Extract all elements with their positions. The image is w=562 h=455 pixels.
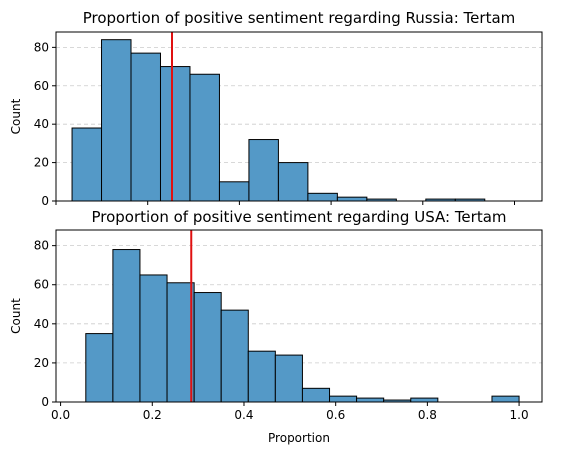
histogram-bar <box>301 387 331 403</box>
x-axis-label: Proportion <box>268 431 330 445</box>
histogram-bar <box>101 39 132 202</box>
x-tick-label: 0.6 <box>326 408 345 422</box>
histogram-bar <box>274 354 303 403</box>
x-tick-label: 0.4 <box>234 408 253 422</box>
chart-title: Proportion of positive sentiment regardi… <box>91 208 506 226</box>
x-tick-label: 0.8 <box>418 408 437 422</box>
histogram-bar <box>71 127 103 202</box>
histogram-bar <box>356 397 385 403</box>
y-tick-label: 40 <box>34 117 49 131</box>
histogram-bar <box>491 395 520 403</box>
y-tick-label: 20 <box>34 156 49 170</box>
y-tick-label: 0 <box>41 395 49 409</box>
histogram-bar <box>277 162 309 202</box>
histogram-bar <box>336 196 368 202</box>
axes-frame <box>55 229 543 403</box>
y-tick-label: 40 <box>34 317 49 331</box>
histogram-bar <box>112 249 141 403</box>
histogram-bar <box>329 395 358 403</box>
histogram-bar <box>307 192 338 202</box>
y-tick-label: 80 <box>34 239 49 253</box>
histogram-bar <box>193 292 222 403</box>
histogram-bar <box>220 309 249 403</box>
histogram-bar <box>189 73 220 202</box>
histogram-bar <box>248 139 279 202</box>
histogram-bar <box>130 52 161 202</box>
y-axis-label: Count <box>9 98 23 134</box>
histogram-bar <box>85 333 114 403</box>
histogram-bar <box>166 282 195 403</box>
axes-frame <box>55 31 543 202</box>
chart-usa: 0 20 40 60 80 0.0 0.2 0.4 0.6 0.8 1.0 Proportion of… <box>9 208 543 445</box>
histogram-bar <box>247 350 276 403</box>
y-tick-label: 80 <box>34 40 49 54</box>
y-axis-label: Count <box>9 298 23 334</box>
chart-russia: 0 20 40 60 80 Proportion of positive sentimen… <box>9 9 543 208</box>
chart-title: Proportion of positive sentiment regardi… <box>83 9 516 27</box>
y-tick-label: 60 <box>34 79 49 93</box>
histogram-bar <box>218 181 250 202</box>
histogram-bar <box>410 397 439 403</box>
x-tick-label: 1.0 <box>510 408 529 422</box>
histogram-bar <box>159 66 191 202</box>
y-tick-label: 20 <box>34 356 49 370</box>
x-tick-label: 0.2 <box>143 408 162 422</box>
x-tick-label: 0.0 <box>51 408 70 422</box>
histogram-bar <box>139 274 168 403</box>
y-tick-label: 60 <box>34 278 49 292</box>
y-tick-label: 0 <box>41 194 49 208</box>
